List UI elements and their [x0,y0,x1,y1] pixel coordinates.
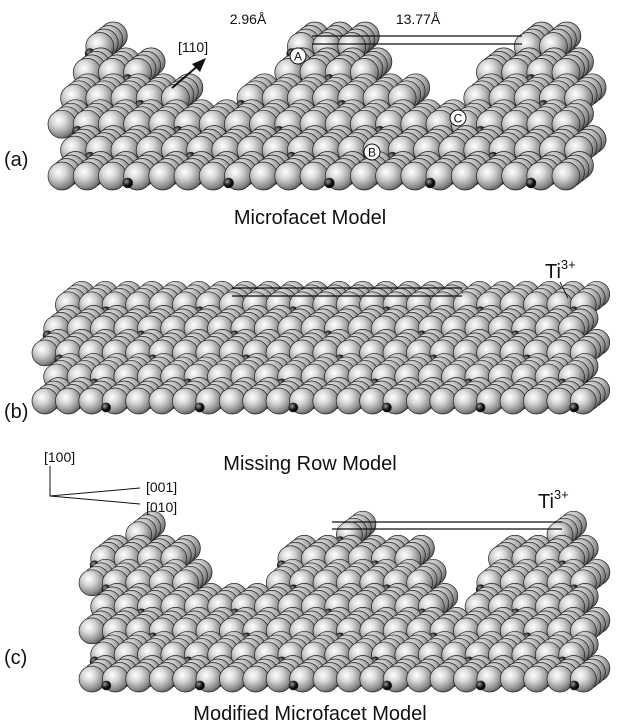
small-atom [476,403,485,412]
panel-label: (b) [4,401,28,423]
atom [79,666,105,692]
axis-lines [50,466,140,496]
axis-label: [001] [146,479,177,495]
atom [219,388,245,414]
atom [79,570,105,596]
atom [32,388,58,414]
direction-label: [110] [178,39,208,55]
atom [79,388,105,414]
small-atom [476,681,485,690]
small-atom [289,403,298,412]
caption: Missing Row Model [223,453,396,475]
ion-label: Ti3+ [545,257,576,283]
distance-label: 13.77Å [396,11,441,27]
atom [451,162,479,190]
atom [502,162,530,190]
site-label: B [368,146,376,160]
small-atom [570,403,579,412]
ion-symbol: Ti [545,261,561,283]
small-atom [195,403,204,412]
atom [55,388,81,414]
atom [126,666,152,692]
site-label: C [454,112,463,126]
atom [524,666,550,692]
atom [73,162,101,190]
atom [98,162,126,190]
atom [552,162,580,190]
small-atom [570,681,579,690]
atom [79,618,105,644]
atom [430,388,456,414]
axis-label: [100] [44,449,75,465]
atom [243,666,269,692]
atom [48,162,76,190]
small-atom [425,178,435,188]
small-atom [289,681,298,690]
small-atom [325,178,335,188]
atom [430,666,456,692]
atom [266,388,292,414]
atom [336,666,362,692]
ion-label: Ti3+ [538,487,569,513]
atom [453,388,479,414]
atom [360,388,386,414]
small-atom [102,403,111,412]
atom [32,340,58,366]
atom [172,388,198,414]
small-atom [224,178,234,188]
small-atom [102,681,111,690]
small-atom [526,178,536,188]
small-atom [382,403,391,412]
caption: Modified Microfacet Model [193,703,426,725]
atom [300,162,328,190]
atom [149,666,175,692]
atom [173,666,199,692]
small-atom [195,681,204,690]
atom [199,162,227,190]
axis-label: [010] [146,499,177,515]
small-atom [383,681,392,690]
figure: 2.96Å 13.77Å [110] A B C (a) Microfacet … [0,0,617,726]
atom [376,162,404,190]
atom [313,666,339,692]
atom [336,388,362,414]
atom [401,162,429,190]
atom [48,110,76,138]
atom [453,666,479,692]
atom [250,162,278,190]
atom [219,666,245,692]
atom [500,666,526,692]
atom [243,388,269,414]
site-label: A [294,50,302,64]
atom [126,388,152,414]
atom-models [32,22,610,692]
atom [407,666,433,692]
atom [500,388,526,414]
atom [360,666,386,692]
atom [313,388,339,414]
small-atom [123,178,133,188]
atom [149,162,177,190]
atom [406,388,432,414]
atom [547,666,573,692]
axis-line [50,496,140,504]
atom [266,666,292,692]
atom [275,162,303,190]
atom [350,162,378,190]
atom [547,388,573,414]
atom [149,388,175,414]
atom [476,162,504,190]
ion-symbol: Ti [538,491,554,513]
atom [523,388,549,414]
panel-label: (c) [4,647,27,669]
caption: Microfacet Model [234,207,386,229]
atom [174,162,202,190]
ion-charge: 3+ [554,487,569,502]
panel-label: (a) [4,149,28,171]
distance-label: 2.96Å [230,11,267,27]
ion-charge: 3+ [561,257,576,272]
